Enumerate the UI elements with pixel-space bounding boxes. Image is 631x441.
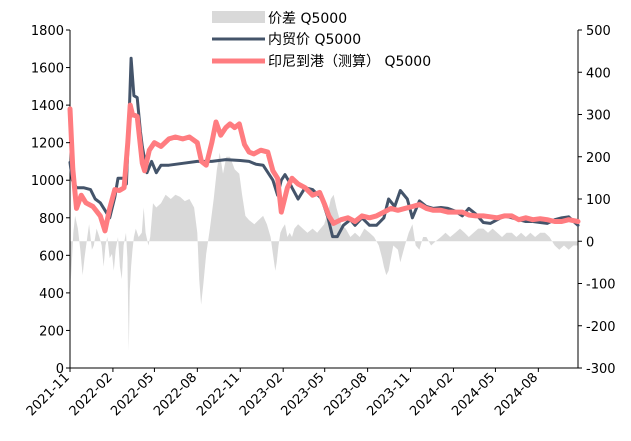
- legend: 价差 Q5000 内贸价 Q5000 印尼到港（测算） Q5000: [212, 11, 431, 70]
- legend-label-indonesia: 印尼到港（测算） Q5000: [268, 54, 431, 70]
- legend-swatch-spread: [212, 11, 265, 23]
- right-y-tick-label: 500: [586, 24, 611, 39]
- left-y-tick-labels: 0 200 400 600 800 1000 1200 1400 1600 1800: [31, 24, 70, 377]
- x-tick-label: 2024-02: [407, 370, 456, 419]
- left-y-tick-label: 800: [39, 212, 64, 227]
- left-y-tick-label: 1600: [31, 62, 64, 77]
- left-y-tick-label: 1200: [31, 137, 64, 152]
- x-tick-label: 2023-05: [279, 370, 328, 419]
- x-tick-label: 2022-02: [67, 370, 116, 419]
- right-y-tick-label: -200: [586, 320, 616, 335]
- right-y-tick-label: -100: [586, 278, 616, 293]
- x-tick-labels: 2021-112022-022022-052022-082022-112023-…: [24, 368, 541, 419]
- left-y-tick-label: 1000: [31, 174, 64, 189]
- left-y-tick-label: 200: [39, 324, 64, 339]
- x-tick-label: 2023-08: [321, 370, 370, 419]
- x-tick-label: 2023-02: [237, 370, 286, 419]
- legend-label-domestic: 内贸价 Q5000: [268, 32, 361, 48]
- right-y-tick-label: -300: [586, 362, 616, 377]
- right-y-tick-labels: -300 -200 -100 0 100 200 300 400 500: [578, 24, 616, 377]
- x-tick-label: 2024-05: [449, 370, 498, 419]
- x-tick-label: 2024-08: [492, 370, 541, 419]
- left-y-tick-label: 0: [56, 362, 64, 377]
- legend-label-spread: 价差 Q5000: [268, 11, 347, 27]
- x-tick-label: 2022-08: [151, 370, 200, 419]
- right-y-tick-label: 300: [586, 109, 611, 124]
- right-y-tick-label: 100: [586, 193, 611, 208]
- series-line-indonesia: [67, 102, 581, 234]
- x-tick-label: 2022-11: [194, 370, 243, 419]
- spread-area-layer: [70, 152, 578, 352]
- right-y-tick-label: 400: [586, 66, 611, 81]
- x-tick-label: 2022-05: [108, 370, 157, 419]
- spread-area: [70, 152, 578, 352]
- right-y-tick-label: 200: [586, 151, 611, 166]
- series-lines-layer: [67, 56, 581, 239]
- left-y-tick-label: 1400: [31, 99, 64, 114]
- left-y-tick-label: 1800: [31, 24, 64, 39]
- x-tick-label: 2021-11: [24, 370, 73, 419]
- right-y-tick-label: 0: [586, 235, 594, 250]
- left-y-tick-label: 600: [39, 249, 64, 264]
- left-y-tick-label: 400: [39, 287, 64, 302]
- x-tick-label: 2023-11: [364, 370, 413, 419]
